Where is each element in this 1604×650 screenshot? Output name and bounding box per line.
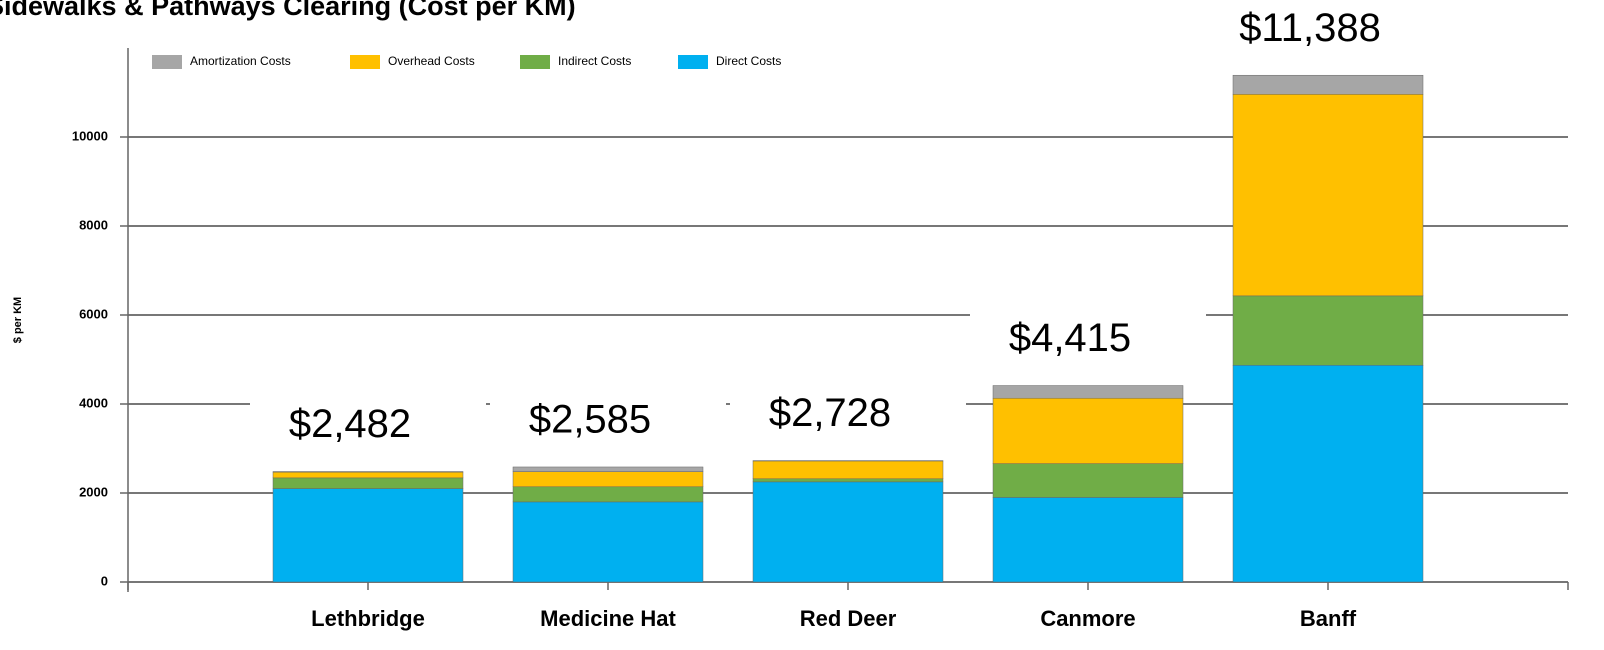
- bar-segment: [752, 460, 944, 480]
- bar-segment: [752, 481, 944, 583]
- total-label-bg: [970, 312, 1206, 369]
- y-tick-label: 2000: [79, 484, 108, 499]
- legend-label: Direct Costs: [716, 54, 781, 68]
- bar-segment: [1232, 365, 1424, 583]
- bar-segment: [272, 477, 464, 489]
- total-label: $4,415: [1009, 316, 1131, 360]
- bar-segment: [992, 397, 1184, 464]
- total-label-bg: [1210, 2, 1446, 59]
- x-tick-label: Banff: [1300, 606, 1357, 631]
- legend-swatch: [350, 55, 380, 69]
- x-tick-label: Canmore: [1040, 606, 1135, 631]
- y-tick-label: 6000: [79, 306, 108, 321]
- legend-label: Overhead Costs: [388, 54, 475, 68]
- bar-segment: [752, 478, 944, 483]
- legend-swatch: [152, 55, 182, 69]
- bar-segment: [272, 471, 464, 479]
- legend-label: Indirect Costs: [558, 54, 631, 68]
- y-tick-label: 8000: [79, 217, 108, 232]
- x-tick-label: Medicine Hat: [540, 606, 676, 631]
- bar-segment: [992, 385, 1184, 399]
- total-label: $2,585: [529, 398, 651, 442]
- bar-segment: [992, 463, 1184, 498]
- bar-segment: [512, 471, 704, 488]
- legend-swatch: [520, 55, 550, 69]
- bar-segment: [272, 471, 464, 473]
- y-tick-label: 0: [101, 573, 108, 588]
- bar-segment: [512, 501, 704, 583]
- bar-segment: [1232, 94, 1424, 297]
- total-label: $2,728: [769, 391, 891, 435]
- x-tick-label: Lethbridge: [311, 606, 425, 631]
- legend-swatch: [678, 55, 708, 69]
- legend-label: Amortization Costs: [190, 54, 291, 68]
- total-label: $11,388: [1239, 6, 1381, 50]
- y-tick-label: 10000: [72, 128, 108, 143]
- total-label: $2,482: [289, 402, 411, 446]
- total-label-bg: [490, 393, 726, 450]
- bar-segment: [512, 486, 704, 503]
- total-label-bg: [730, 387, 966, 444]
- y-axis-label: $ per KM: [12, 297, 24, 343]
- total-label-bg: [250, 398, 486, 455]
- y-tick-label: 4000: [79, 395, 108, 410]
- x-tick-label: Red Deer: [800, 606, 897, 631]
- bar-segment: [1232, 74, 1424, 95]
- bar-segment: [1232, 295, 1424, 366]
- bar-segment: [272, 488, 464, 583]
- bar-segment: [512, 466, 704, 472]
- bar-segment: [992, 497, 1184, 583]
- chart-title: Sidewalks & Pathways Clearing (Cost per …: [0, 0, 576, 21]
